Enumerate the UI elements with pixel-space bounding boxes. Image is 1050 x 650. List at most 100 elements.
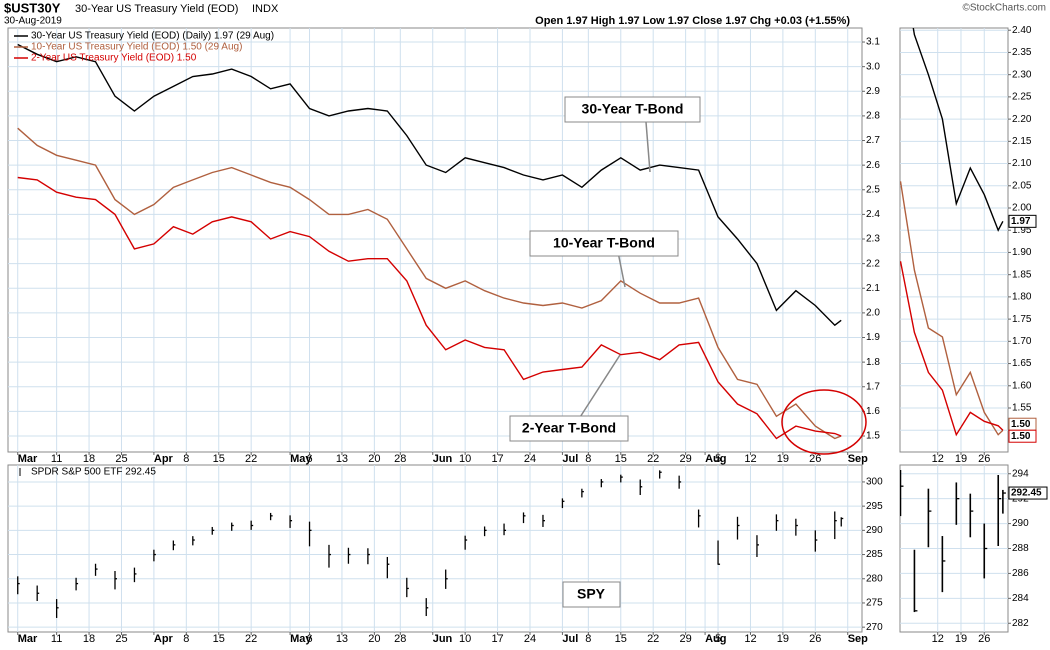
y-tick-label: 1.8: [866, 357, 880, 368]
y-tick-label: 1.95: [1012, 225, 1032, 236]
last-value-label: 1.97: [1011, 216, 1031, 227]
y-tick-label: 282: [1012, 618, 1029, 629]
annotation-box: [562, 581, 621, 608]
y-tick-label: 2.4: [866, 209, 880, 220]
x-tick-label: 10: [459, 453, 471, 465]
y-tick-label: 2.00: [1012, 203, 1032, 214]
x-tick-label: Jul: [562, 633, 578, 645]
y-tick-label: 2.7: [866, 135, 880, 146]
y-tick-label: 288: [1012, 543, 1029, 554]
y-tick-label: 3.1: [866, 37, 880, 48]
x-tick-label: 13: [336, 633, 348, 645]
x-tick-label: Jun: [433, 633, 453, 645]
callout-line: [580, 354, 621, 417]
x-tick-label: 26: [809, 453, 821, 465]
quote: Open 1.97 High 1.97 Low 1.97 Close 1.97 …: [535, 15, 850, 27]
y-tick-label: 270: [866, 622, 883, 633]
legend-label: 2-Year US Treasury Yield (EOD) 1.50: [31, 53, 197, 64]
series-line: [17, 127, 842, 440]
x-tick-label: 19: [955, 633, 967, 645]
x-tick-label: 22: [647, 453, 659, 465]
x-tick-label: 25: [115, 453, 127, 465]
x-tick-label: 12: [932, 633, 944, 645]
x-tick-label: May: [290, 453, 312, 465]
callout-line: [618, 255, 626, 288]
y-tick-label: 300: [866, 477, 883, 488]
series-line: [17, 43, 842, 327]
annotation-box: [564, 96, 701, 123]
x-tick-label: Aug: [705, 453, 726, 465]
header-title: 30-Year US Treasury Yield (EOD): [75, 3, 238, 15]
y-tick-label: 2.10: [1012, 158, 1032, 169]
x-tick-label: 17: [491, 633, 503, 645]
y-tick-label: 3.0: [866, 61, 880, 72]
credit: ©StockCharts.com: [962, 3, 1046, 14]
y-tick-label: 275: [866, 598, 883, 609]
y-tick-label: 1.5: [866, 431, 880, 442]
x-tick-label: 18: [83, 633, 95, 645]
x-tick-label: 19: [777, 453, 789, 465]
x-tick-label: 22: [647, 633, 659, 645]
series-line: [900, 261, 1004, 437]
exchange: INDX: [252, 3, 279, 15]
y-tick-label: 2.1: [866, 283, 880, 294]
y-tick-label: 1.7: [866, 381, 880, 392]
y-tick-label: 2.8: [866, 111, 880, 122]
y-tick-label: 2.20: [1012, 114, 1032, 125]
x-tick-label: 12: [744, 453, 756, 465]
x-tick-label: 5: [715, 633, 721, 645]
last-value-box: [1008, 486, 1048, 500]
x-tick-label: Sep: [848, 453, 868, 465]
x-tick-label: 18: [83, 453, 95, 465]
series-group: [17, 470, 844, 618]
y-tick-label: 1.75: [1012, 314, 1032, 325]
y-tick-label: 1.65: [1012, 358, 1032, 369]
x-tick-label: Mar: [18, 633, 38, 645]
y-tick-label: 2.30: [1012, 69, 1032, 80]
plot-area: [899, 27, 1009, 453]
x-tick-label: 24: [524, 633, 536, 645]
x-tick-label: 5: [715, 453, 721, 465]
x-tick-label: 15: [615, 633, 627, 645]
legend-label: SPDR S&P 500 ETF 292.45: [31, 467, 156, 478]
callout-line: [645, 121, 651, 173]
y-tick-label: 1.90: [1012, 247, 1032, 258]
y-tick-label: 1.80: [1012, 292, 1032, 303]
series-group: [900, 28, 1004, 437]
y-tick-label: 284: [1012, 593, 1029, 604]
x-tick-label: May: [290, 633, 312, 645]
x-tick-label: 6: [306, 453, 312, 465]
x-tick-label: Mar: [18, 453, 38, 465]
x-tick-label: Jul: [562, 453, 578, 465]
x-tick-label: 20: [368, 633, 380, 645]
last-value-label: 1.50: [1011, 431, 1031, 442]
series-line: [900, 181, 1004, 436]
y-tick-label: 2.5: [866, 184, 880, 195]
x-tick-label: 17: [491, 453, 503, 465]
x-tick-label: 26: [978, 453, 990, 465]
y-tick-label: 2.6: [866, 160, 880, 171]
x-tick-label: 29: [679, 633, 691, 645]
x-tick-label: 11: [51, 453, 62, 465]
y-tick-label: 290: [866, 525, 883, 536]
y-tick-label: 2.9: [866, 86, 880, 97]
x-tick-label: 24: [524, 453, 536, 465]
y-tick-label: 2.3: [866, 234, 880, 245]
y-tick-label: 1.9: [866, 332, 880, 343]
plot-area: [7, 464, 863, 633]
x-tick-label: Sep: [848, 633, 868, 645]
annotation: 30-Year T-Bond: [582, 101, 684, 117]
x-tick-label: 26: [809, 633, 821, 645]
x-tick-label: Apr: [154, 453, 174, 465]
date: 30-Aug-2019: [4, 16, 62, 27]
x-tick-label: 20: [368, 453, 380, 465]
last-value-box: [1008, 214, 1037, 228]
y-tick-label: 2.2: [866, 258, 880, 269]
legend-label: 30-Year US Treasury Yield (EOD) (Daily) …: [31, 31, 274, 42]
y-tick-label: 1.55: [1012, 403, 1032, 414]
series-line: [17, 176, 842, 440]
x-tick-label: 15: [213, 633, 225, 645]
y-tick-label: 2.35: [1012, 47, 1032, 58]
x-tick-label: 28: [394, 453, 406, 465]
